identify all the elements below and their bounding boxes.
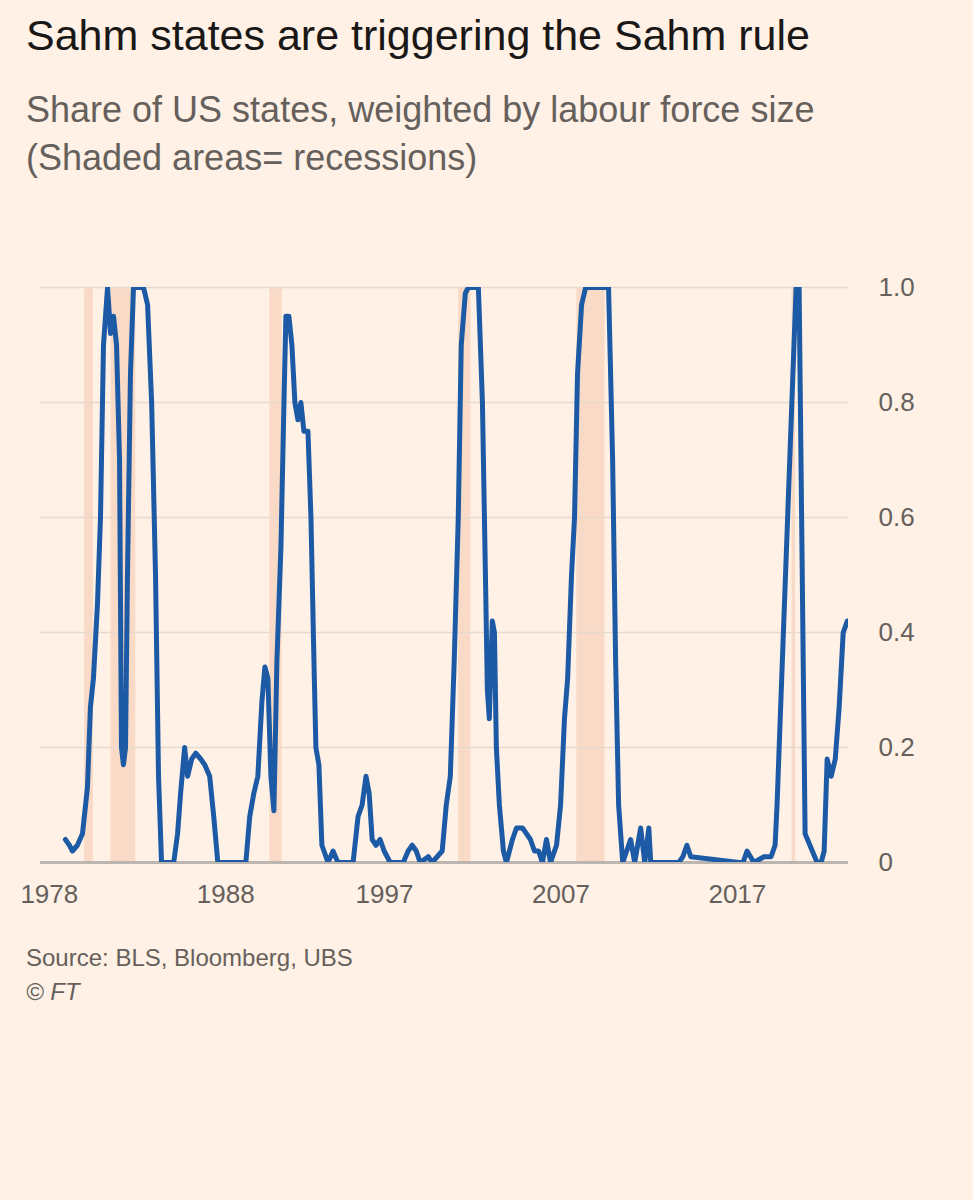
svg-text:0.6: 0.6 (879, 502, 915, 532)
svg-text:0.8: 0.8 (879, 387, 915, 417)
svg-text:1997: 1997 (356, 879, 414, 909)
svg-text:0: 0 (879, 847, 893, 877)
html-text:Sahm states are triggering the: Sahm states are triggering the Sahm rule (26, 11, 810, 59)
svg-text:2017: 2017 (708, 879, 766, 909)
html-text:© FT: © FT (26, 978, 80, 1005)
svg-text:0.2: 0.2 (879, 732, 915, 762)
html-text:Share of US states, weighted b: Share of US states, weighted by labour f… (26, 89, 815, 178)
svg-text:1.0: 1.0 (879, 272, 915, 302)
svg-text:1978: 1978 (20, 879, 78, 909)
html-text:Source: BLS, Bloomberg, UBS: Source: BLS, Bloomberg, UBS (26, 944, 353, 971)
svg-text:0.4: 0.4 (879, 617, 915, 647)
svg-text:1988: 1988 (197, 879, 255, 909)
svg-text:2007: 2007 (532, 879, 590, 909)
